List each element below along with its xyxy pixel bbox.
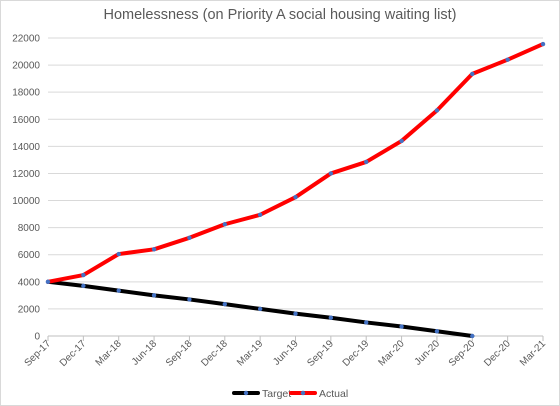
y-tick-label: 22000 xyxy=(12,34,40,45)
data-point-actual xyxy=(187,235,192,240)
x-tick-label: Mar-20 xyxy=(377,338,407,368)
y-tick-label: 12000 xyxy=(12,169,40,180)
data-point-actual xyxy=(328,171,334,176)
data-point-target xyxy=(293,311,298,316)
y-tick-label: 10000 xyxy=(12,196,40,207)
data-point-actual xyxy=(257,212,263,217)
y-tick-label: 4000 xyxy=(18,277,41,288)
legend-label-actual: Actual xyxy=(319,388,348,400)
x-tick-label: Mar-21 xyxy=(518,338,548,368)
data-point-target xyxy=(470,333,475,339)
data-point-actual xyxy=(364,159,369,165)
data-point-actual xyxy=(434,108,440,113)
data-point-target xyxy=(81,283,86,289)
data-point-target xyxy=(116,288,121,293)
data-point-target xyxy=(364,320,369,325)
legend-marker-target xyxy=(243,390,249,396)
y-tick-label: 16000 xyxy=(12,115,40,126)
data-point-actual xyxy=(45,279,51,285)
data-point-target xyxy=(222,301,227,307)
series-line-actual xyxy=(46,42,545,284)
data-point-target xyxy=(434,329,440,334)
x-tick-label: Dec-19 xyxy=(341,338,372,369)
x-tick-label: Sep-19 xyxy=(305,338,336,369)
y-tick-label: 18000 xyxy=(12,88,40,99)
x-tick-label: Jun-18 xyxy=(130,338,160,368)
data-point-actual xyxy=(399,138,404,144)
chart-title: Homelessness (on Priority A social housi… xyxy=(103,7,457,23)
data-point-actual xyxy=(151,247,157,252)
data-point-actual xyxy=(293,194,298,200)
data-point-actual xyxy=(116,251,121,257)
x-tick-label: Sep-17 xyxy=(23,338,54,369)
y-tick-label: 2000 xyxy=(18,304,41,315)
legend-marker-actual xyxy=(300,390,306,396)
x-tick-label: Mar-18 xyxy=(94,338,124,368)
data-point-actual xyxy=(222,222,227,227)
data-point-target xyxy=(151,293,157,298)
x-tick-label: Jun-20 xyxy=(413,338,443,368)
data-point-target xyxy=(399,324,404,329)
x-tick-label: Sep-20 xyxy=(447,338,478,369)
data-point-target xyxy=(328,315,334,320)
y-tick-label: 6000 xyxy=(18,250,41,261)
x-tick-label: Dec-20 xyxy=(482,338,513,369)
x-tick-label: Dec-18 xyxy=(199,338,230,369)
data-point-target xyxy=(257,306,263,312)
data-point-actual xyxy=(540,41,546,47)
y-tick-label: 0 xyxy=(34,332,40,343)
x-tick-label: Jun-19 xyxy=(271,338,301,368)
y-tick-label: 8000 xyxy=(18,223,41,234)
x-tick-label: Mar-19 xyxy=(235,338,265,368)
x-tick-label: Dec-17 xyxy=(58,338,89,369)
data-point-target xyxy=(187,297,192,302)
y-tick-label: 20000 xyxy=(12,61,40,72)
y-tick-label: 14000 xyxy=(12,142,40,153)
data-point-actual xyxy=(81,272,86,278)
x-tick-label: Sep-18 xyxy=(164,338,195,369)
legend-label-target: Target xyxy=(262,388,291,400)
data-point-actual xyxy=(470,71,475,77)
data-point-actual xyxy=(505,57,510,62)
